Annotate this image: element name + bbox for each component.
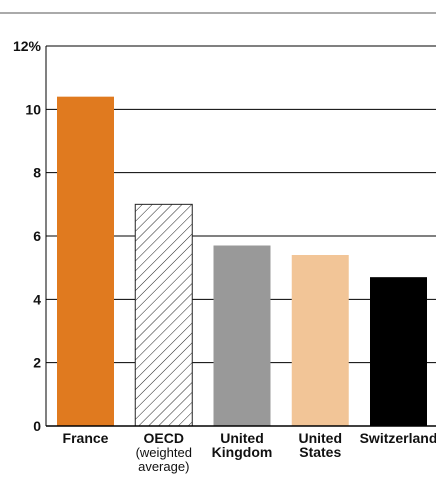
y-tick-label: 8 (33, 165, 41, 181)
bar-oecd-weighted-average (134, 203, 193, 427)
x-category-label: Kingdom (212, 444, 273, 460)
y-tick-label: 4 (33, 291, 41, 307)
y-tick-label: 10 (25, 101, 41, 117)
y-tick-label: 2 (33, 355, 41, 371)
x-category-label: average) (138, 459, 189, 474)
bar-united-kingdom (213, 245, 271, 426)
x-category-label: United (298, 430, 342, 446)
x-category-label: OECD (144, 430, 184, 446)
x-category-label: Switzerland (360, 430, 436, 446)
x-category-label: France (63, 430, 109, 446)
bar-united-states (291, 255, 349, 426)
y-tick-label: 0 (33, 418, 41, 434)
axes (45, 46, 436, 427)
y-tick-labels: 0 2 4 6 8 10 12% (13, 38, 42, 434)
bars (57, 96, 427, 427)
x-category-labels: France OECD(weightedaverage)UnitedKingdom… (63, 430, 436, 474)
x-category-label: United (220, 430, 264, 446)
bar-switzerland (370, 277, 427, 426)
x-category-label: (weighted (136, 445, 192, 460)
bar-france (57, 96, 114, 427)
x-category-label: States (299, 444, 341, 460)
y-tick-label: 12% (13, 38, 42, 54)
y-tick-label: 6 (33, 228, 41, 244)
